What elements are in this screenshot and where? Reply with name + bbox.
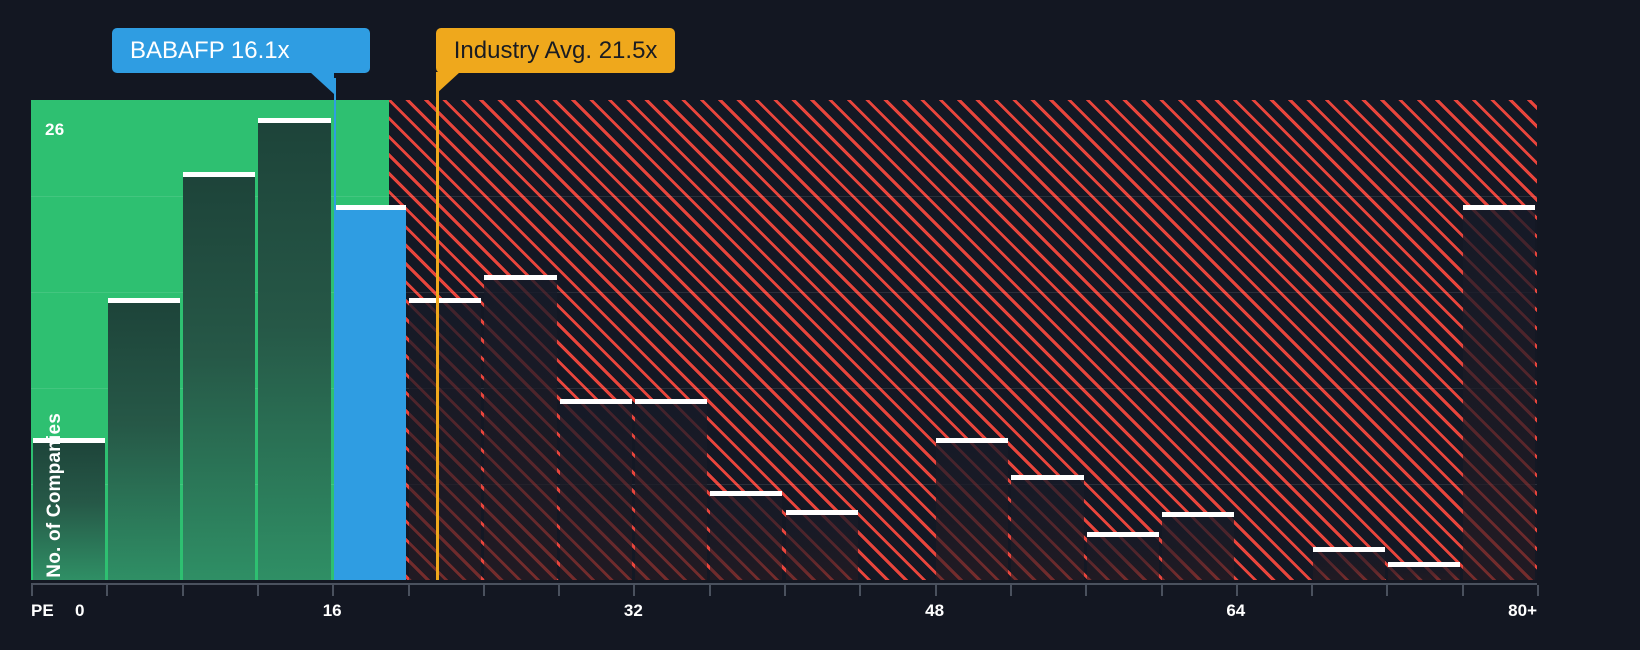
company-pe-callout[interactable]: BABAFP 16.1x [112, 28, 371, 73]
bar-body [1162, 511, 1235, 580]
bar-top-cap [710, 491, 783, 497]
bar[interactable] [1312, 546, 1385, 580]
industry-avg-callout[interactable]: Industry Avg. 21.5x [435, 28, 676, 73]
x-axis-tick-label: 32 [623, 601, 643, 620]
x-axis-tick [482, 585, 485, 596]
bar-top-cap [258, 118, 331, 124]
bar[interactable] [710, 491, 783, 580]
plot-area [31, 100, 1537, 580]
x-axis-tick [934, 585, 937, 596]
bar-body [484, 275, 557, 580]
bar-body [409, 297, 482, 580]
bar-body [936, 437, 1009, 580]
bar-top-cap [634, 399, 708, 405]
bar-top-cap [1086, 532, 1159, 537]
bar[interactable] [785, 509, 858, 580]
bar-top-cap [107, 297, 181, 303]
x-axis-tick [633, 585, 636, 596]
x-axis-tick [859, 585, 862, 596]
bar-body [107, 297, 181, 580]
x-axis-tick [332, 585, 335, 596]
x-axis-prefix-label: PE [31, 601, 54, 620]
company-pe-marker-line [334, 78, 337, 212]
overvalued-zone-hatched [388, 100, 1537, 580]
bar[interactable] [107, 297, 181, 580]
bar-body [258, 118, 331, 580]
bar-body [1011, 474, 1084, 580]
bar-top-cap [333, 205, 406, 211]
x-axis-tick [708, 585, 711, 596]
bar[interactable] [634, 399, 708, 580]
x-axis-tick [1160, 585, 1163, 596]
industry-avg-callout-label: Industry Avg. 21.5x [453, 36, 658, 64]
bar[interactable] [1162, 511, 1235, 580]
x-axis-tick [407, 585, 410, 596]
bar-body [1312, 546, 1385, 580]
bar[interactable] [183, 172, 256, 580]
company-pe-callout-label: BABAFP 16.1x [130, 36, 290, 64]
bar-body [710, 491, 783, 580]
x-axis-tick [558, 585, 561, 596]
bar-body [1463, 205, 1536, 580]
bar-top-cap [1387, 561, 1461, 567]
y-axis-title: No. of Companies [44, 413, 65, 578]
bar[interactable] [1011, 474, 1084, 580]
x-axis-tick-label: 64 [1226, 601, 1246, 620]
company-callout-tail [310, 72, 335, 94]
bar[interactable] [258, 118, 331, 580]
bar[interactable] [1086, 532, 1159, 580]
bar-body [559, 399, 632, 580]
bar-top-cap [32, 437, 105, 443]
x-axis-tick [1235, 585, 1238, 596]
bar-body [785, 509, 858, 580]
x-axis-tick-label: 48 [925, 601, 945, 620]
bar[interactable] [1463, 205, 1536, 580]
x-axis-tick [256, 585, 259, 596]
bar-top-cap [785, 509, 858, 515]
bar-body [1086, 532, 1159, 580]
bar[interactable] [559, 399, 632, 580]
bar[interactable] [1387, 561, 1461, 580]
industry-callout-tail [435, 72, 460, 94]
bar-top-cap [1312, 546, 1385, 552]
x-axis-tick [1461, 585, 1464, 596]
x-axis-tick [181, 585, 184, 596]
industry-avg-marker-line [435, 78, 439, 580]
bar-top-cap [183, 172, 256, 177]
bar-top-cap [484, 275, 557, 281]
bar[interactable] [333, 205, 406, 580]
x-axis-tick-label: 80+ [1508, 601, 1537, 620]
x-axis-tick [1311, 585, 1314, 596]
bar-body [32, 437, 105, 580]
bar[interactable] [32, 437, 105, 580]
bar-top-cap [1162, 511, 1235, 517]
bar[interactable] [484, 275, 557, 580]
x-axis-tick [1537, 585, 1539, 596]
bar-top-cap [1463, 205, 1536, 211]
bar-top-cap [1011, 474, 1084, 480]
bar-top-cap [559, 399, 632, 405]
x-axis-tick [106, 585, 109, 596]
x-axis-tick-label: 0 [75, 601, 85, 620]
y-axis-max-label: 26 [45, 120, 65, 139]
x-axis-tick-label: 16 [322, 601, 342, 620]
x-axis-tick [1386, 585, 1389, 596]
x-axis-tick [1009, 585, 1012, 596]
bar-body [183, 172, 256, 580]
bar-body [333, 205, 406, 580]
x-axis-tick [1085, 585, 1088, 596]
bar[interactable] [936, 437, 1009, 580]
bar-body [634, 399, 708, 580]
x-axis-line [31, 583, 1537, 585]
x-axis-tick [784, 585, 786, 596]
bar-top-cap [936, 437, 1009, 443]
bar[interactable] [409, 297, 482, 580]
bar-top-cap [409, 297, 482, 303]
x-axis-tick [31, 585, 33, 596]
